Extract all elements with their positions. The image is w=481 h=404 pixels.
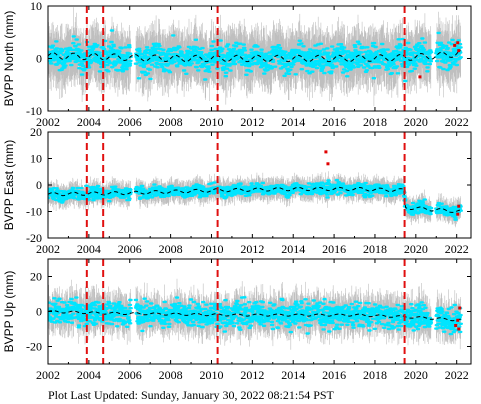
error-bar-strokes (48, 171, 461, 228)
x-tick-label: 2022 (445, 242, 469, 256)
outlier-point (326, 162, 330, 166)
x-tick-label: 2016 (322, 242, 346, 256)
plot-area (48, 150, 463, 228)
panel-bvpp-east-mm: 2002 2004 2006 2008 2010 2012 2014 2016 2018 2020… (2, 125, 472, 256)
outlier-point (456, 41, 460, 45)
x-tick-label: 2010 (199, 242, 223, 256)
data-point-markers (48, 29, 463, 83)
y-tick-label: 0 (36, 178, 42, 192)
x-tick-label: 2022 (445, 368, 469, 382)
x-tick-label: 2010 (199, 368, 223, 382)
plot-area (48, 278, 463, 350)
x-tick-label: 2020 (404, 368, 428, 382)
trend-line (48, 186, 461, 213)
data-points (48, 29, 463, 83)
outlier-point (418, 75, 422, 79)
x-tick-label: 2018 (363, 115, 387, 129)
y-axis-label: BVPP North (mm) (2, 11, 16, 107)
outlier-point (456, 212, 460, 216)
trend-line (48, 49, 462, 63)
x-tick-label: 2004 (77, 115, 101, 129)
x-tick-label: 2004 (77, 368, 101, 382)
x-tick-label: 2002 (36, 368, 60, 382)
y-tick-label: 20 (30, 270, 42, 284)
x-tick-label: 2014 (281, 368, 305, 382)
x-tick-label: 2012 (240, 242, 264, 256)
y-tick-label: -10 (26, 104, 42, 118)
x-tick-label: 2012 (240, 115, 264, 129)
x-tick-label: 2014 (281, 242, 305, 256)
x-tick-label: 2002 (36, 242, 60, 256)
x-tick-label: 2006 (118, 368, 142, 382)
plot-area (48, 7, 463, 108)
panel-bvpp-up-mm: 2002 2004 2006 2008 2010 2012 2014 2016 2018 2020… (2, 258, 472, 382)
outlier-point (454, 324, 458, 327)
outlier-point (324, 150, 328, 154)
y-tick-label: -20 (26, 340, 42, 354)
x-tick-label: 2002 (36, 115, 60, 129)
outlier-point (458, 306, 462, 310)
y-tick-label: -10 (26, 205, 42, 219)
x-tick-label: 2020 (404, 242, 428, 256)
y-tick-label: -20 (26, 231, 42, 245)
plot-last-updated: Plot Last Updated: Sunday, January 30, 2… (48, 388, 335, 402)
outlier-point (456, 318, 460, 322)
y-axis-label: BVPP East (mm) (2, 140, 16, 230)
x-tick-label: 2008 (159, 242, 183, 256)
y-tick-label: 20 (30, 125, 42, 139)
x-tick-label: 2016 (322, 368, 346, 382)
x-tick-label: 2006 (118, 115, 142, 129)
outlier-point (457, 49, 461, 53)
x-tick-label: 2006 (118, 242, 142, 256)
x-tick-label: 2004 (77, 242, 101, 256)
x-tick-label: 2018 (363, 368, 387, 382)
error-bars (48, 171, 461, 228)
y-axis-label: BVPP Up (mm) (2, 271, 16, 353)
x-tick-label: 2014 (281, 115, 305, 129)
x-tick-label: 2008 (159, 115, 183, 129)
x-tick-label: 2016 (322, 115, 346, 129)
y-tick-label: 10 (30, 152, 42, 166)
y-tick-label: 0 (36, 52, 42, 66)
outlier-point (453, 43, 457, 47)
x-tick-label: 2010 (199, 115, 223, 129)
x-tick-label: 2012 (240, 368, 264, 382)
trend-line (48, 310, 461, 322)
x-tick-label: 2018 (363, 242, 387, 256)
outlier-point (457, 327, 461, 331)
x-tick-label: 2020 (404, 115, 428, 129)
y-tick-label: 0 (36, 305, 42, 319)
outlier-point (457, 204, 461, 208)
y-tick-label: 10 (30, 0, 42, 13)
panel-bvpp-north-mm: 2002 2004 2006 2008 2010 2012 2014 2016 2018 2020… (2, 0, 472, 129)
x-tick-label: 2008 (159, 368, 183, 382)
x-tick-label: 2022 (445, 115, 469, 129)
